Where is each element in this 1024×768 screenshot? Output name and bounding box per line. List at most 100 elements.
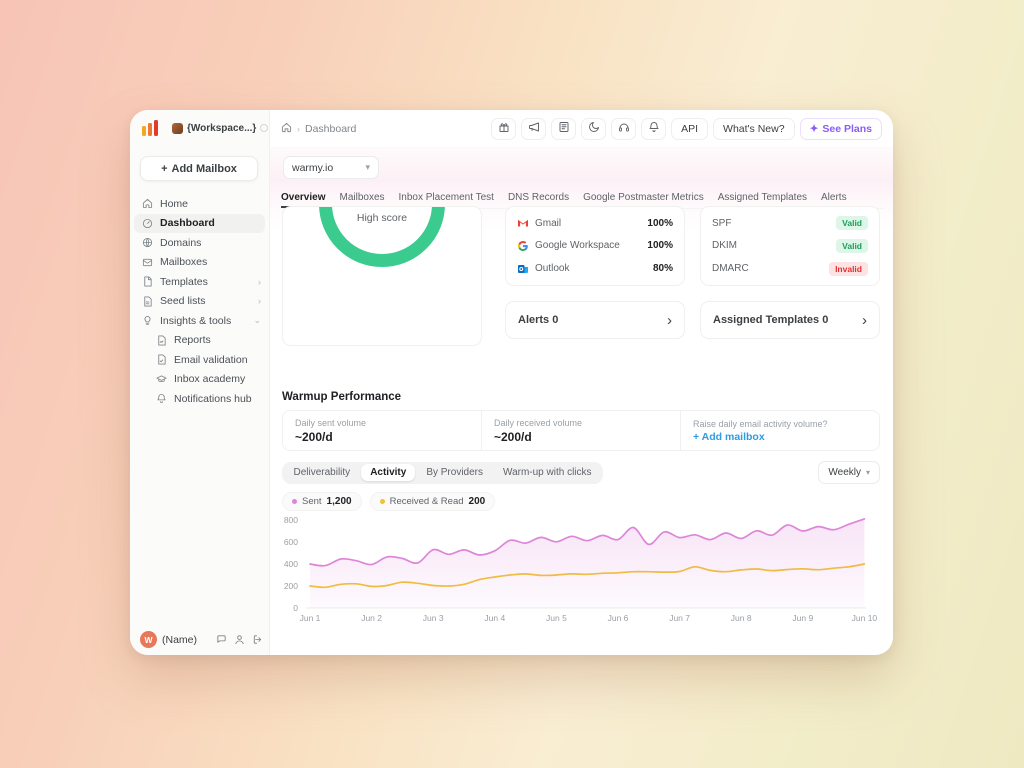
workspace-name: {Workspace...} xyxy=(187,122,257,134)
legend-dot xyxy=(292,499,297,504)
tab-mailboxes[interactable]: Mailboxes xyxy=(339,192,385,203)
user-actions xyxy=(216,634,263,645)
status-badge: Invalid xyxy=(829,261,868,276)
sidebar: {Workspace...} + Add Mailbox Home Dashbo… xyxy=(130,110,270,655)
chart-view-row: Deliverability Activity By Providers Warm-u… xyxy=(282,461,880,484)
legend-item[interactable]: Sent 1,200 xyxy=(282,492,362,511)
megaphone-icon xyxy=(528,121,540,136)
svg-text:Jun 8: Jun 8 xyxy=(731,613,752,623)
svg-text:200: 200 xyxy=(284,581,298,591)
add-mailbox-link[interactable]: + Add mailbox xyxy=(693,430,765,443)
status-badge: Valid xyxy=(836,216,868,231)
sidebar-item-dashboard[interactable]: Dashboard xyxy=(134,213,265,233)
sidebar-item-insights-tools[interactable]: Insights & tools ⌄ xyxy=(130,311,269,331)
domain-select[interactable]: warmy.io ▾ xyxy=(283,156,379,179)
sidebar-item-seed-lists[interactable]: Seed lists › xyxy=(130,292,269,312)
stat-cell: Daily sent volume ~200/d xyxy=(283,411,481,450)
legend-dot xyxy=(379,499,385,504)
period-select[interactable]: Weekly ▾ xyxy=(818,461,880,484)
chat-icon[interactable] xyxy=(216,634,227,645)
tab-alerts[interactable]: Alerts xyxy=(821,192,847,203)
chart-legend: Sent 1,200 Received & Read 200 xyxy=(282,492,496,511)
view-tab-by-providers[interactable]: By Providers xyxy=(426,467,483,478)
breadcrumb-separator: › xyxy=(297,123,300,134)
megaphone-button[interactable] xyxy=(521,117,547,140)
svg-text:Jun 3: Jun 3 xyxy=(423,613,444,623)
home-icon xyxy=(142,198,153,209)
stat-cell: Daily received volume ~200/d xyxy=(481,411,680,450)
add-mailbox-button[interactable]: + Add Mailbox xyxy=(140,156,258,181)
gmail-icon xyxy=(517,217,529,229)
svg-text:0: 0 xyxy=(293,603,298,613)
view-tab-warm-up-with-clicks[interactable]: Warm-up with clicks xyxy=(503,467,592,478)
template-icon xyxy=(142,276,153,287)
tab-google-postmaster-metrics[interactable]: Google Postmaster Metrics xyxy=(583,192,704,203)
tab-dns-records[interactable]: DNS Records xyxy=(507,192,570,203)
svg-text:Jun 1: Jun 1 xyxy=(300,613,321,623)
main-content: warmy.io ▾ Overview Mailboxes Inbox Placem… xyxy=(270,147,893,655)
svg-text:Jun 2: Jun 2 xyxy=(361,613,382,623)
chevron-right-icon: › xyxy=(667,311,672,329)
workspace-row[interactable]: {Workspace...} xyxy=(130,110,269,140)
email-validation-icon xyxy=(156,354,167,365)
view-tab-deliverability[interactable]: Deliverability xyxy=(293,467,351,478)
svg-text:Jun 4: Jun 4 xyxy=(484,613,505,623)
user-row: W (Name) xyxy=(140,631,263,648)
home-icon[interactable] xyxy=(281,122,292,136)
headset-button[interactable] xyxy=(611,117,637,140)
whats-new-button[interactable]: What's New? xyxy=(713,117,795,140)
dns-records-card: SPF Valid DKIM Valid DMARC Invalid xyxy=(700,206,880,286)
google-icon xyxy=(517,240,529,252)
provider-score: 100% xyxy=(647,240,673,252)
logout-icon[interactable] xyxy=(252,634,263,645)
insights-icon xyxy=(142,315,153,326)
chevron-down-icon: ▾ xyxy=(365,162,370,172)
alerts-card[interactable]: Alerts 0 › xyxy=(505,301,685,339)
svg-text:Jun 9: Jun 9 xyxy=(792,613,813,623)
news-button[interactable] xyxy=(551,117,577,140)
high-score-label: High score xyxy=(356,212,408,224)
dns-row: DKIM Valid xyxy=(712,238,868,253)
view-tab-activity[interactable]: Activity xyxy=(361,464,416,481)
svg-text:Jun 5: Jun 5 xyxy=(546,613,567,623)
sidebar-item-home[interactable]: Home xyxy=(130,194,269,214)
svg-text:400: 400 xyxy=(284,559,298,569)
chevron-icon: › xyxy=(258,296,261,307)
stat-value: ~200/d xyxy=(494,429,532,444)
bell-icon xyxy=(648,121,660,136)
moon-button[interactable] xyxy=(581,117,607,140)
assigned-templates-card[interactable]: Assigned Templates 0 › xyxy=(700,301,880,339)
legend-item[interactable]: Received & Read 200 xyxy=(369,492,496,511)
tab-assigned-templates[interactable]: Assigned Templates xyxy=(717,192,808,203)
sidebar-item-domains[interactable]: Domains xyxy=(130,233,269,253)
sidebar-item-inbox-academy[interactable]: Inbox academy xyxy=(130,370,269,390)
sidebar-item-notifications-hub[interactable]: Notifications hub xyxy=(130,389,269,409)
tab-inbox-placement-test[interactable]: Inbox Placement Test xyxy=(398,192,494,203)
headset-icon xyxy=(618,121,630,136)
sidebar-item-templates[interactable]: Templates › xyxy=(130,272,269,292)
sidebar-item-reports[interactable]: Reports xyxy=(130,331,269,351)
academy-icon xyxy=(156,374,167,385)
chevron-down-icon: ▾ xyxy=(865,468,870,477)
workspace-avatar xyxy=(172,122,183,134)
see-plans-button[interactable]: ✦ See Plans xyxy=(799,117,882,140)
workspace-collapse-icon[interactable] xyxy=(260,124,269,132)
report-icon xyxy=(156,335,167,346)
breadcrumb-page[interactable]: Dashboard xyxy=(305,122,357,135)
person-icon[interactable] xyxy=(234,634,245,645)
sidebar-item-email-validation[interactable]: Email validation xyxy=(130,350,269,370)
avatar[interactable]: W xyxy=(140,631,157,648)
warmup-performance-title: Warmup Performance xyxy=(282,391,402,403)
dns-row: DMARC Invalid xyxy=(712,261,868,276)
dns-row: SPF Valid xyxy=(712,216,868,231)
bell-button[interactable] xyxy=(641,117,667,140)
svg-text:600: 600 xyxy=(284,537,298,547)
chevron-icon: ⌄ xyxy=(253,315,261,326)
gift-button[interactable] xyxy=(491,117,517,140)
moon-icon xyxy=(588,121,600,136)
providers-card: Gmail 100% Google Workspace 100% Outlook… xyxy=(505,206,685,286)
api-button[interactable]: API xyxy=(671,117,709,140)
high-score-card: High score xyxy=(282,206,482,346)
sidebar-item-mailboxes[interactable]: Mailboxes xyxy=(130,253,269,273)
notifications-icon xyxy=(156,393,167,404)
